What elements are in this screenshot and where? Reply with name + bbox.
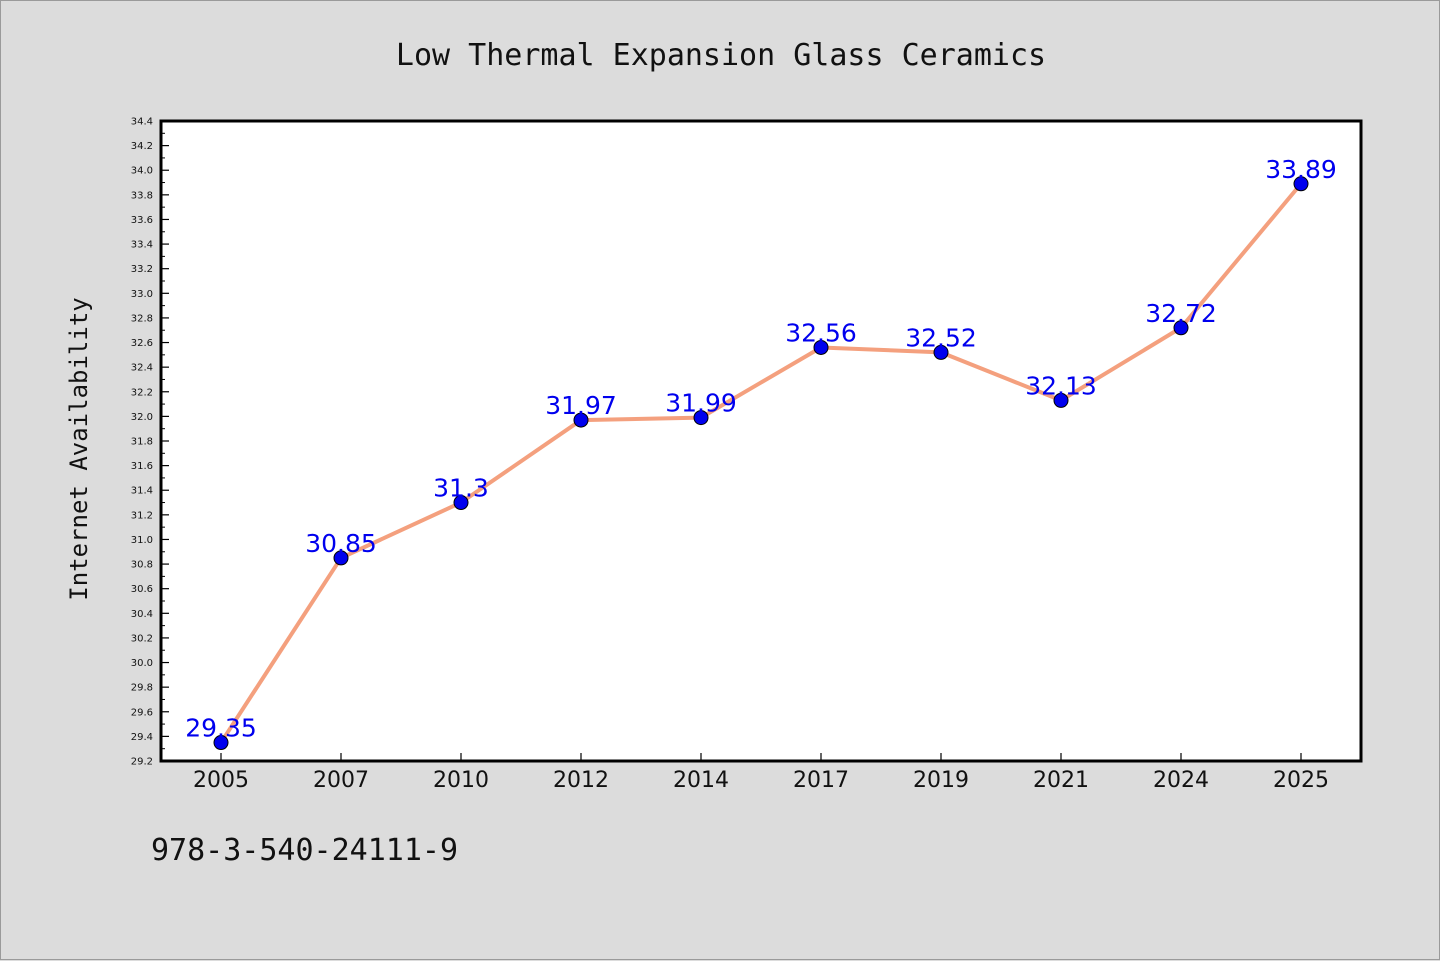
y-tick-label: 31.6	[131, 461, 153, 472]
x-tick-label: 2017	[793, 768, 849, 793]
data-label: 32.72	[1145, 299, 1217, 328]
y-tick-label: 33.8	[131, 190, 153, 201]
y-tick-label: 29.4	[131, 732, 153, 743]
x-tick-label: 2019	[913, 768, 969, 793]
footer-code: 978-3-540-24111-9	[151, 833, 459, 868]
data-label: 31.99	[665, 389, 737, 418]
y-tick-label: 31.0	[131, 535, 153, 546]
y-tick-label: 30.4	[131, 609, 153, 620]
data-point	[933, 344, 949, 360]
y-tick-label: 33.2	[131, 264, 153, 275]
y-tick-label: 30.8	[131, 560, 153, 571]
y-tick-label: 33.4	[131, 240, 153, 251]
data-label: 32.52	[905, 323, 977, 352]
data-point	[453, 495, 469, 511]
y-axis-ticks: 29.2 29.4 29.6 29.8 30.0 30.2 30.4 30.6 30.8 31.0…	[131, 117, 169, 768]
y-tick-label: 34.2	[131, 141, 153, 152]
y-tick-label: 30.2	[131, 633, 153, 644]
y-tick-label: 31.2	[131, 510, 153, 521]
data-point	[1053, 392, 1069, 408]
x-tick-label: 2025	[1273, 768, 1329, 793]
plot-area	[159, 119, 1363, 763]
data-point	[813, 339, 829, 355]
y-tick-label: 32.6	[131, 338, 153, 349]
data-label: 33.89	[1265, 155, 1337, 184]
chart-title: Low Thermal Expansion Glass Ceramics	[396, 38, 1046, 73]
data-label: 31.97	[545, 391, 617, 420]
x-axis-ticks: 2005 2007 2010 2012 2014 2017 2019 2021 2024 2025	[193, 753, 1329, 793]
data-point	[333, 550, 349, 566]
x-tick-label: 2010	[433, 768, 489, 793]
x-tick-label: 2021	[1033, 768, 1089, 793]
y-tick-label: 30.6	[131, 584, 153, 595]
y-tick-label: 32.0	[131, 412, 153, 423]
x-tick-label: 2014	[673, 768, 729, 793]
x-tick-label: 2012	[553, 768, 609, 793]
data-label: 30.85	[305, 529, 377, 558]
x-tick-label: 2024	[1153, 768, 1209, 793]
y-tick-label: 34.4	[131, 117, 153, 128]
series-line	[219, 181, 1303, 745]
x-tick-label: 2005	[193, 768, 249, 793]
y-tick-label: 32.4	[131, 363, 153, 374]
data-label-group: 29.35 30.85 31.3 31.97 31.99 32.56 32.52 32.13 3…	[185, 155, 1337, 743]
y-tick-label: 33.6	[131, 215, 153, 226]
y-tick-label: 29.8	[131, 683, 153, 694]
data-point	[213, 735, 229, 751]
data-label: 31.3	[433, 474, 489, 503]
y-tick-label: 29.2	[131, 757, 153, 768]
y-tick-label: 31.8	[131, 437, 153, 448]
x-tick-label: 2007	[313, 768, 369, 793]
data-point	[1293, 176, 1309, 192]
data-label: 32.56	[785, 318, 857, 347]
y-tick-label: 30.0	[131, 658, 153, 669]
series-group	[213, 176, 1309, 751]
data-point	[573, 412, 589, 428]
data-point	[693, 410, 709, 426]
data-label: 29.35	[185, 714, 257, 743]
y-tick-label: 31.4	[131, 486, 153, 497]
y-tick-label: 34.0	[131, 166, 153, 177]
y-tick-label: 32.8	[131, 313, 153, 324]
y-tick-label: 33.0	[131, 289, 153, 300]
data-label: 32.13	[1025, 371, 1097, 400]
data-point	[1173, 320, 1189, 336]
y-axis-label: Internet Availability	[65, 297, 93, 600]
y-tick-label: 32.2	[131, 387, 153, 398]
y-tick-label: 29.6	[131, 707, 153, 718]
